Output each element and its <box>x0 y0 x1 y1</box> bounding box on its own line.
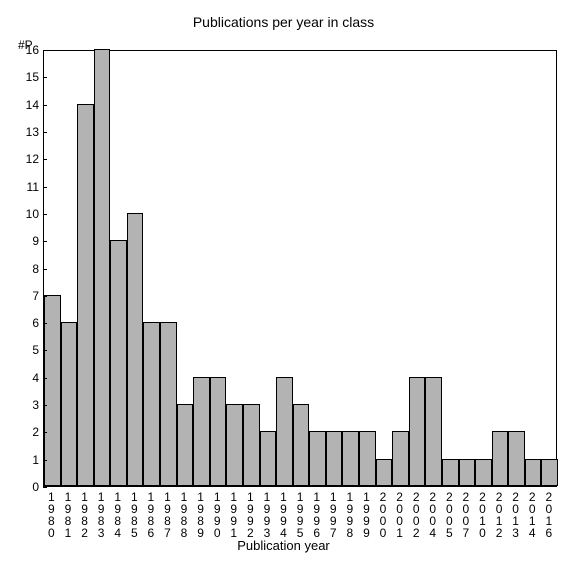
bar <box>359 431 376 486</box>
x-tick-label: 2000 <box>378 490 388 538</box>
y-tick-mark <box>43 405 47 406</box>
x-tick-label: 1984 <box>113 490 123 538</box>
y-tick-mark <box>43 323 47 324</box>
x-axis-title: Publication year <box>0 538 567 553</box>
bar <box>226 404 243 486</box>
x-tick-label: 1991 <box>229 490 239 538</box>
x-tick-label: 1983 <box>96 490 106 538</box>
x-tick-label: 1996 <box>311 490 321 538</box>
bar <box>276 377 293 486</box>
y-tick-mark <box>43 460 47 461</box>
x-tick-label: 2007 <box>461 490 471 538</box>
bar <box>425 377 442 486</box>
bar <box>94 49 111 486</box>
x-tick-label: 1986 <box>146 490 156 538</box>
x-tick-label: 1990 <box>212 490 222 538</box>
y-tick-label: 9 <box>19 234 39 248</box>
y-tick-mark <box>43 214 47 215</box>
bar <box>309 431 326 486</box>
x-tick-label: 2005 <box>444 490 454 538</box>
y-tick-label: 10 <box>19 207 39 221</box>
bar <box>492 431 509 486</box>
y-tick-mark <box>43 296 47 297</box>
x-tick-label: 1982 <box>79 490 89 538</box>
y-tick-label: 1 <box>19 453 39 467</box>
x-tick-label: 2001 <box>394 490 404 538</box>
bar <box>260 431 277 486</box>
y-tick-mark <box>43 132 47 133</box>
x-tick-label: 1998 <box>345 490 355 538</box>
bar <box>77 104 94 486</box>
y-tick-label: 13 <box>19 125 39 139</box>
bar <box>326 431 343 486</box>
x-tick-label: 1980 <box>46 490 56 538</box>
y-tick-mark <box>43 50 47 51</box>
y-tick-label: 7 <box>19 289 39 303</box>
x-tick-label: 2010 <box>477 490 487 538</box>
y-tick-label: 12 <box>19 152 39 166</box>
y-tick-mark <box>43 241 47 242</box>
x-tick-label: 1985 <box>129 490 139 538</box>
bar <box>409 377 426 486</box>
bar <box>243 404 260 486</box>
x-tick-label: 2004 <box>428 490 438 538</box>
y-tick-label: 8 <box>19 262 39 276</box>
x-tick-label: 2014 <box>527 490 537 538</box>
bar <box>110 240 127 486</box>
bar <box>541 459 558 486</box>
bar <box>525 459 542 486</box>
chart-container: Publications per year in class #P Public… <box>0 0 567 567</box>
bar <box>392 431 409 486</box>
y-tick-label: 15 <box>19 70 39 84</box>
bar <box>342 431 359 486</box>
bar <box>143 322 160 486</box>
y-tick-mark <box>43 269 47 270</box>
bar <box>475 459 492 486</box>
bar <box>193 377 210 486</box>
x-tick-label: 1981 <box>63 490 73 538</box>
x-tick-label: 1994 <box>278 490 288 538</box>
bar <box>127 213 144 486</box>
x-tick-label: 1999 <box>361 490 371 538</box>
x-tick-label: 2002 <box>411 490 421 538</box>
y-tick-label: 6 <box>19 316 39 330</box>
y-tick-mark <box>43 187 47 188</box>
y-tick-label: 5 <box>19 343 39 357</box>
y-tick-mark <box>43 378 47 379</box>
y-tick-mark <box>43 105 47 106</box>
bar <box>459 459 476 486</box>
x-tick-label: 1987 <box>162 490 172 538</box>
bar <box>210 377 227 486</box>
x-tick-label: 1992 <box>245 490 255 538</box>
y-tick-label: 3 <box>19 398 39 412</box>
x-tick-label: 1989 <box>195 490 205 538</box>
y-tick-mark <box>43 487 47 488</box>
y-tick-mark <box>43 350 47 351</box>
y-tick-label: 16 <box>19 43 39 57</box>
x-tick-label: 1993 <box>262 490 272 538</box>
plot-area <box>43 50 557 487</box>
x-tick-label: 1997 <box>328 490 338 538</box>
y-tick-label: 4 <box>19 371 39 385</box>
bar <box>61 322 78 486</box>
x-tick-label: 2012 <box>494 490 504 538</box>
bar <box>442 459 459 486</box>
y-tick-mark <box>43 159 47 160</box>
chart-title: Publications per year in class <box>0 14 567 30</box>
y-tick-label: 11 <box>19 180 39 194</box>
x-tick-label: 2013 <box>510 490 520 538</box>
x-tick-label: 1988 <box>179 490 189 538</box>
bar <box>177 404 194 486</box>
bar <box>293 404 310 486</box>
bar <box>376 459 393 486</box>
y-tick-label: 2 <box>19 425 39 439</box>
bar <box>508 431 525 486</box>
y-tick-label: 0 <box>19 480 39 494</box>
y-tick-mark <box>43 432 47 433</box>
x-tick-label: 1995 <box>295 490 305 538</box>
y-tick-mark <box>43 77 47 78</box>
bar <box>160 322 177 486</box>
x-tick-label: 2016 <box>544 490 554 538</box>
y-tick-label: 14 <box>19 98 39 112</box>
